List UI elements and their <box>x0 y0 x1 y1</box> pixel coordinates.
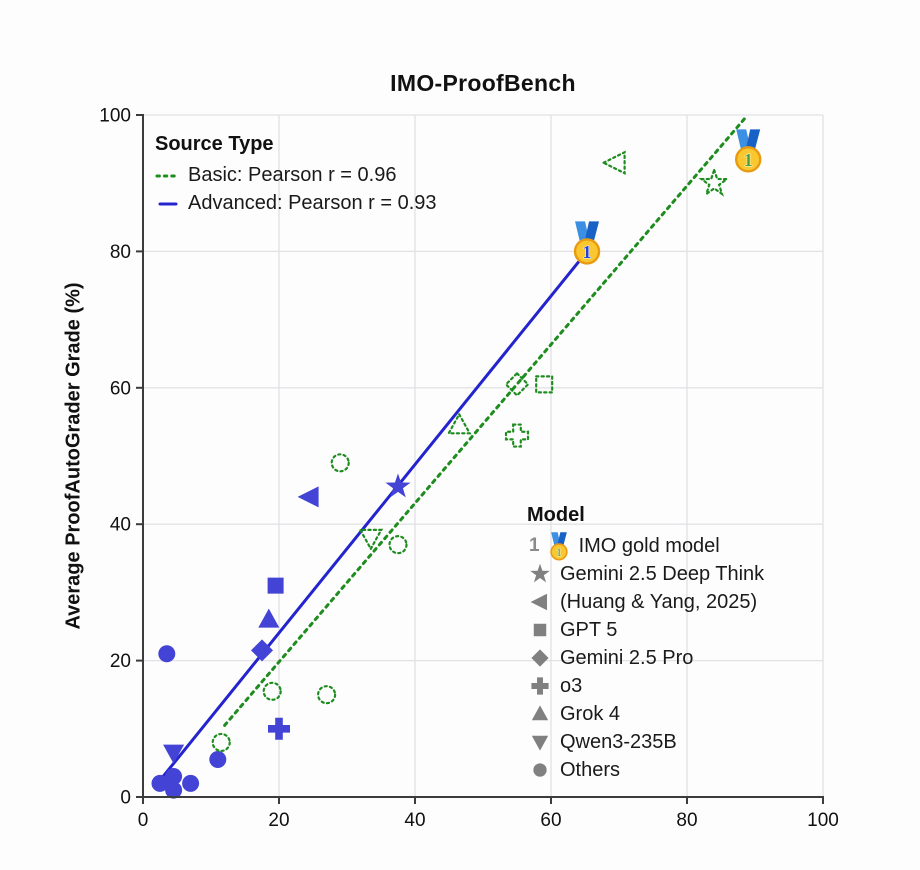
y-tick-label: 40 <box>110 515 131 536</box>
circle-icon <box>527 758 553 782</box>
model-legend-item: Grok 4 <box>527 700 764 728</box>
dotted-line-sample-icon <box>155 168 181 182</box>
data-point-advanced-circle <box>209 750 227 768</box>
source-type-legend-item-basic: Basic: Pearson r = 0.96 <box>155 161 437 189</box>
x-tick-label: 60 <box>540 810 561 831</box>
x-tick-label: 100 <box>807 810 839 831</box>
model-legend-label: Qwen3-235B <box>560 730 677 753</box>
gold-medal-icon: 1 <box>735 129 762 173</box>
source-type-legend-title: Source Type <box>155 133 274 155</box>
x-tick-label: 0 <box>138 810 149 831</box>
model-legend-item: Gemini 2.5 Pro <box>527 644 764 672</box>
data-point-advanced-circle <box>165 768 183 786</box>
star-icon <box>527 562 553 586</box>
rank-1-label: 1 <box>529 535 540 556</box>
x-tick-label: 40 <box>404 810 425 831</box>
data-point-advanced-plus <box>268 717 290 740</box>
gold-medal-icon: 1 <box>549 532 568 561</box>
data-point-basic-circle <box>262 681 282 701</box>
medal-icon: 1 <box>546 531 572 561</box>
svg-text:1: 1 <box>744 150 753 170</box>
model-legend-item: GPT 5 <box>527 616 764 644</box>
data-point-basic-plus <box>504 423 530 448</box>
plus-icon <box>527 674 553 698</box>
x-tick-label: 20 <box>268 810 289 831</box>
model-legend-label: IMO gold model <box>578 534 720 557</box>
data-point-advanced-triangle-left <box>297 486 319 508</box>
source-type-legend-label: Basic: Pearson r = 0.96 <box>188 163 397 186</box>
model-legend-label: o3 <box>560 674 583 697</box>
data-point-advanced-star <box>385 473 411 498</box>
source-type-legend-item-advanced: Advanced: Pearson r = 0.93 <box>155 189 437 217</box>
model-legend-item: Gemini 2.5 Deep Think <box>527 560 764 588</box>
y-tick-label: 0 <box>120 788 131 809</box>
data-point-basic-circle <box>330 453 350 473</box>
model-legend-item: (Huang & Yang, 2025) <box>527 588 764 616</box>
source-type-legend-label: Advanced: Pearson r = 0.93 <box>188 191 437 214</box>
model-legend-items: 1 1 IMO gold model Gemini 2.5 Deep Think (Hu… <box>527 532 764 784</box>
model-legend-label: (Huang & Yang, 2025) <box>560 590 758 613</box>
y-tick-label: 100 <box>99 106 131 127</box>
model-legend-label: Gemini 2.5 Deep Think <box>560 562 765 585</box>
data-point-advanced-medal: 1 <box>573 221 601 265</box>
model-legend-item: o3 <box>527 672 764 700</box>
gold-medal-icon: 1 <box>573 221 601 265</box>
model-legend-label: GPT 5 <box>560 618 618 641</box>
model-legend-item: Others <box>527 756 764 784</box>
fit-line-advanced <box>157 249 589 784</box>
source-type-legend: Source Type Basic: Pearson r = 0.96 Advan… <box>155 133 437 217</box>
data-point-basic-diamond <box>504 371 530 397</box>
data-point-advanced-circle <box>151 774 169 792</box>
model-legend-item: 1 1 IMO gold model <box>527 531 764 561</box>
data-point-basic-circle <box>211 732 231 753</box>
data-point-advanced-circle <box>165 781 183 799</box>
chart-title: IMO-ProofBench <box>390 70 576 96</box>
square-icon <box>527 618 553 642</box>
y-tick-label: 60 <box>110 378 131 399</box>
model-legend-title: Model <box>527 504 585 526</box>
diamond-icon <box>527 646 553 670</box>
data-point-basic-triangle-left <box>601 150 626 176</box>
data-point-advanced-circle <box>182 774 200 792</box>
data-point-basic-triangle-up <box>446 412 472 435</box>
model-legend-item: Qwen3-235B <box>527 728 764 756</box>
y-tick-label: 80 <box>110 242 131 263</box>
data-point-basic-circle <box>388 535 408 555</box>
triangle-up-icon <box>527 702 553 726</box>
model-legend-label: Grok 4 <box>560 702 621 725</box>
model-legend-label: Gemini 2.5 Pro <box>560 646 694 669</box>
model-legend-label: Others <box>560 758 621 781</box>
triangle-left-icon <box>527 590 553 614</box>
data-point-advanced-diamond <box>251 639 273 662</box>
data-point-basic-circle <box>317 685 337 705</box>
svg-text:1: 1 <box>583 242 592 262</box>
data-point-advanced-square <box>267 577 284 594</box>
data-point-basic-square <box>535 375 554 394</box>
data-point-advanced-circle <box>158 645 176 663</box>
solid-line-sample-icon <box>155 196 181 210</box>
data-point-basic-star <box>698 166 730 197</box>
data-point-basic-medal: 1 <box>735 129 762 173</box>
data-point-basic-triangle-down <box>358 528 384 552</box>
source-type-legend-items: Basic: Pearson r = 0.96 Advanced: Pearson… <box>155 161 437 217</box>
x-tick-label: 80 <box>676 810 697 831</box>
model-legend: Model 1 1 IMO gold model Gemini 2.5 Deep Th… <box>527 504 764 784</box>
svg-text:1: 1 <box>556 546 562 559</box>
fit-line-basic <box>223 116 747 727</box>
triangle-down-icon <box>527 730 553 754</box>
data-point-advanced-triangle-down <box>163 744 185 764</box>
y-tick-label: 20 <box>110 651 131 672</box>
data-point-advanced-triangle-up <box>258 608 280 628</box>
